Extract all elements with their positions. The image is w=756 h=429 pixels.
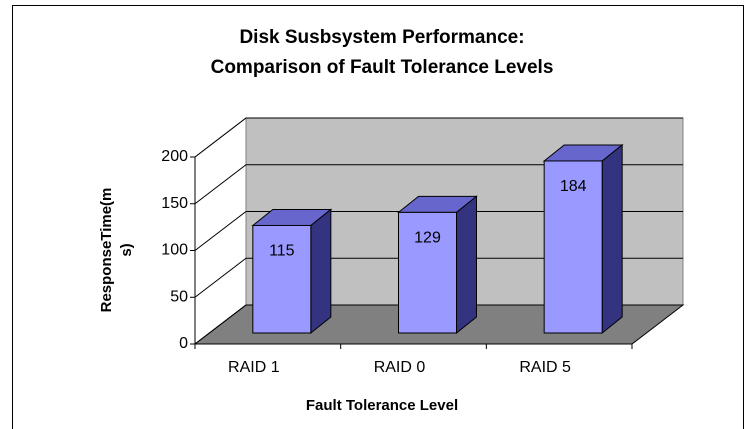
grid-line [194,211,683,251]
y-tick-label: 50 [170,288,188,305]
bar-side [456,195,477,335]
grid-line [194,257,683,298]
bar-side [310,208,332,335]
y-tick-label: 200 [161,148,188,165]
chart-title: Comparison of Fault Tolerance Levels [211,57,554,78]
x-tick-label: RAID 0 [374,359,426,376]
y-tick-label: 0 [179,335,188,352]
chart-title: Disk Susbsystem Performance: [239,27,524,48]
bar [543,160,603,334]
value-label: 129 [414,230,441,247]
plot-area: 0 50 100 150 200 RAID 1 RAID 0 RAID 5 115 129 184 [161,116,685,376]
bar-side [601,143,623,335]
y-tick-label: 150 [161,195,188,212]
value-label: 115 [269,243,295,260]
bar [398,211,457,334]
y-axis-title-group: ResponseTime(m s) [98,188,135,313]
value-label: 184 [560,178,587,195]
y-tick-label: 100 [161,242,188,259]
x-tick-label: RAID 5 [519,359,571,376]
x-tick-label: RAID 1 [228,359,280,376]
grid-line [194,164,683,205]
x-axis-title: Fault Tolerance Level [306,397,458,414]
bar [252,224,312,334]
y-axis-title: ResponseTime(m [98,188,115,313]
y-axis-title: s) [118,243,135,256]
grid-line [194,304,683,345]
grid-line [194,117,683,158]
